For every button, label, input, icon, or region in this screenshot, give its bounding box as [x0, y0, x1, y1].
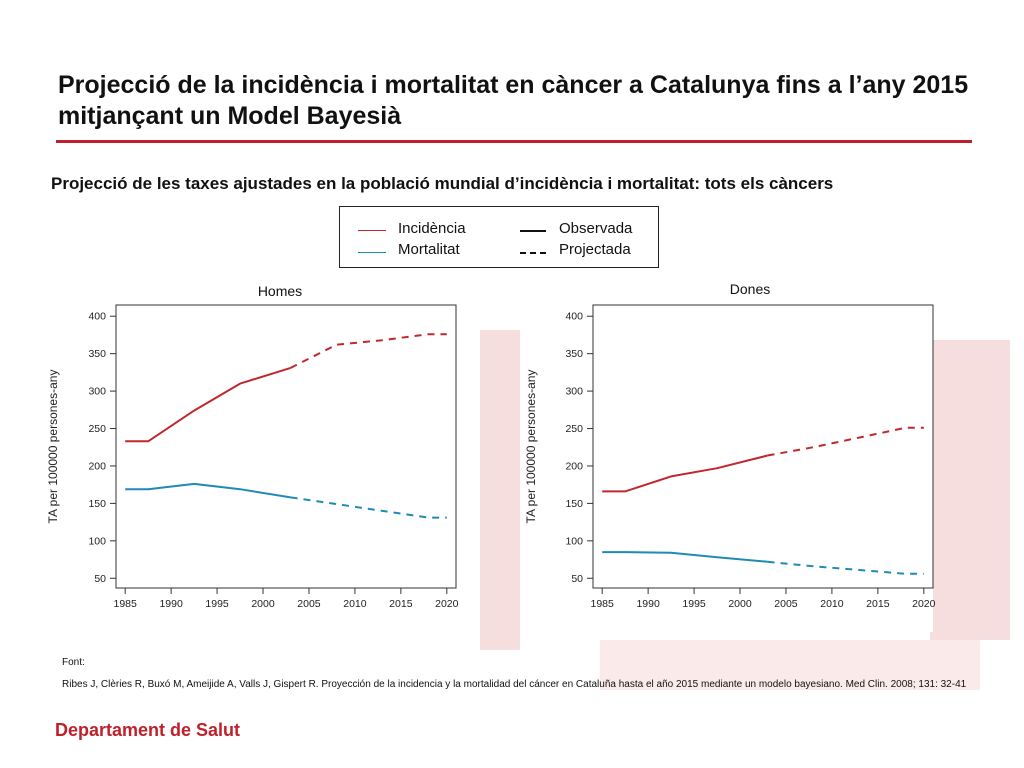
- chart-subtitle: Projecció de les taxes ajustades en la p…: [51, 174, 834, 193]
- plot-background-homes: [77, 298, 466, 632]
- x-tick-label: 1995: [682, 598, 706, 610]
- y-tick-label: 150: [88, 498, 106, 510]
- incidence-projected-line: [767, 426, 924, 457]
- y-tick-label: 250: [565, 423, 583, 435]
- x-tick-label: 1985: [591, 598, 615, 610]
- x-tick-label: 1990: [636, 598, 660, 610]
- x-tick-label: 2015: [389, 598, 413, 610]
- legend-projected-swatch: [520, 252, 546, 254]
- plot-frame: [115, 304, 457, 589]
- legend-mortality-swatch: [358, 252, 386, 253]
- y-tick-label: 100: [565, 535, 583, 547]
- y-tick-label: 50: [94, 573, 106, 585]
- y-tick-label: 400: [88, 311, 106, 323]
- incidence-observed-line: [125, 366, 291, 443]
- x-tick-label: 2005: [297, 598, 321, 610]
- source-label: Font:: [62, 657, 85, 668]
- x-tick-label: 2010: [343, 598, 367, 610]
- y-axis-label: TA per 100000 persones-any: [46, 370, 60, 524]
- legend-projected-label: Projectada: [559, 241, 631, 258]
- x-tick-label: 1995: [205, 598, 229, 610]
- incidence-observed-line: [602, 454, 768, 493]
- legend-incidence-label: Incidència: [398, 220, 466, 237]
- mortality-observed-line: [125, 482, 291, 499]
- y-axis-label: TA per 100000 persones-any: [524, 370, 538, 524]
- panel-title-homes: Homes: [257, 283, 303, 299]
- x-tick-label: 2010: [820, 598, 844, 610]
- y-tick-label: 200: [88, 460, 106, 472]
- department-name: Departament de Salut: [55, 720, 241, 740]
- x-tick-label: 1990: [159, 598, 183, 610]
- y-tick-label: 250: [88, 423, 106, 435]
- x-tick-label: 1985: [114, 598, 138, 610]
- chart-legend: Incidència Mortalitat Observada Projecta…: [339, 206, 659, 268]
- panel-title-dones: Dones: [729, 281, 771, 297]
- y-tick-label: 150: [565, 498, 583, 510]
- x-tick-label: 2000: [251, 598, 275, 610]
- incidence-projected-line: [290, 333, 447, 369]
- y-tick-label: 200: [565, 460, 583, 472]
- y-tick-label: 350: [565, 348, 583, 360]
- plot-frame: [592, 304, 934, 589]
- y-tick-label: 100: [88, 535, 106, 547]
- source-citation: Ribes J, Clèries R, Buxó M, Ameijide A, …: [62, 679, 967, 690]
- mortality-projected-line: [290, 496, 447, 519]
- y-tick-label: 400: [565, 311, 583, 323]
- x-tick-label: 2020: [435, 598, 459, 610]
- title-divider: [56, 140, 972, 143]
- mortality-observed-line: [602, 551, 768, 563]
- y-tick-label: 300: [565, 386, 583, 398]
- legend-mortality-label: Mortalitat: [398, 241, 460, 258]
- y-tick-label: 300: [88, 386, 106, 398]
- x-tick-label: 2005: [774, 598, 798, 610]
- x-tick-label: 2020: [912, 598, 936, 610]
- x-tick-label: 2000: [728, 598, 752, 610]
- legend-incidence-swatch: [358, 230, 386, 231]
- x-tick-label: 2015: [866, 598, 890, 610]
- y-tick-label: 50: [571, 573, 583, 585]
- mortality-projected-line: [767, 560, 924, 575]
- legend-observed-label: Observada: [559, 220, 633, 237]
- y-tick-label: 350: [88, 348, 106, 360]
- page-title: Projecció de la incidència i mortalitat …: [58, 71, 969, 130]
- legend-observed-swatch: [520, 230, 546, 232]
- plot-background-dones: [551, 298, 933, 632]
